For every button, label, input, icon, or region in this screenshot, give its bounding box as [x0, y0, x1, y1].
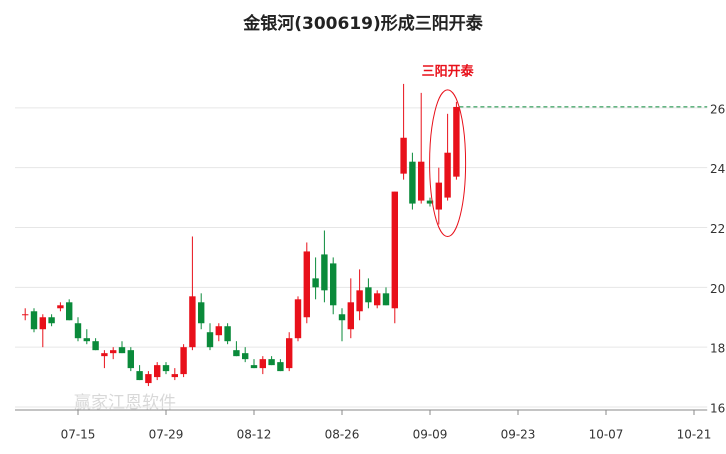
x-tick-label: 10-07 — [589, 428, 624, 442]
candle-body — [356, 290, 363, 312]
candle-body — [391, 191, 398, 309]
candle-body — [242, 353, 249, 360]
candle-body — [198, 302, 205, 324]
y-tick-label: 22 — [710, 222, 725, 236]
x-tick-label: 07-29 — [149, 428, 184, 442]
candle-body — [136, 371, 143, 381]
candle-body — [110, 350, 117, 354]
candle-body — [321, 254, 328, 291]
candle-body — [426, 200, 434, 204]
x-tick-label: 08-12 — [237, 428, 272, 442]
candle-body — [145, 374, 152, 384]
candle-body — [303, 251, 310, 318]
candle-body — [374, 293, 381, 306]
candle-body — [268, 359, 275, 366]
candle-body — [22, 314, 29, 316]
candle-body — [206, 332, 214, 348]
candle-body — [277, 362, 284, 372]
x-tick-label: 09-23 — [501, 428, 536, 442]
candle-body — [294, 299, 302, 339]
candle-body — [382, 293, 390, 306]
candle-body — [215, 326, 222, 336]
candle-body — [189, 296, 196, 348]
candle-body — [347, 302, 354, 330]
x-tick-label: 09-09 — [413, 428, 448, 442]
candle-body — [224, 326, 231, 342]
candle-body — [57, 305, 64, 309]
candle-body — [39, 317, 46, 330]
chart-title: 金银河(300619)形成三阳开泰 — [242, 13, 484, 34]
y-tick-label: 18 — [710, 342, 725, 356]
candle-body — [162, 365, 170, 372]
x-tick-label: 10-21 — [677, 428, 712, 442]
y-tick-label: 26 — [710, 102, 725, 116]
candle-body — [92, 341, 99, 351]
candle-body — [74, 323, 82, 339]
candle-body — [418, 161, 425, 201]
watermark: 赢家江恩软件 — [74, 393, 176, 413]
candle-body — [312, 278, 319, 288]
candle-body — [409, 161, 416, 204]
candle-body — [330, 263, 337, 306]
candle-body — [286, 338, 293, 369]
candle-body — [118, 347, 126, 354]
candle-body — [30, 311, 38, 330]
y-tick-label: 24 — [710, 162, 725, 176]
y-tick-label: 16 — [710, 402, 725, 416]
candle-body — [250, 365, 258, 369]
candle-body — [101, 353, 108, 357]
x-tick-label: 08-26 — [325, 428, 360, 442]
candle-body — [180, 347, 187, 375]
candle-body — [154, 365, 161, 378]
candle-body — [444, 152, 451, 198]
candle-body — [66, 302, 73, 321]
candle-body — [435, 182, 442, 210]
candle-body — [365, 287, 372, 303]
candle-body — [83, 338, 90, 342]
candle-body — [453, 106, 460, 177]
x-tick-label: 07-15 — [61, 428, 96, 442]
candle-body — [171, 374, 178, 378]
candle-body — [127, 350, 134, 369]
candle-body — [259, 359, 266, 369]
highlight-ellipse — [429, 89, 467, 238]
y-tick-label: 20 — [710, 282, 725, 296]
candle-body — [338, 314, 346, 321]
candle-body — [233, 350, 240, 357]
candle-body — [400, 137, 407, 174]
candle-body — [48, 317, 55, 324]
annotation: 三阳开泰 — [422, 63, 475, 79]
